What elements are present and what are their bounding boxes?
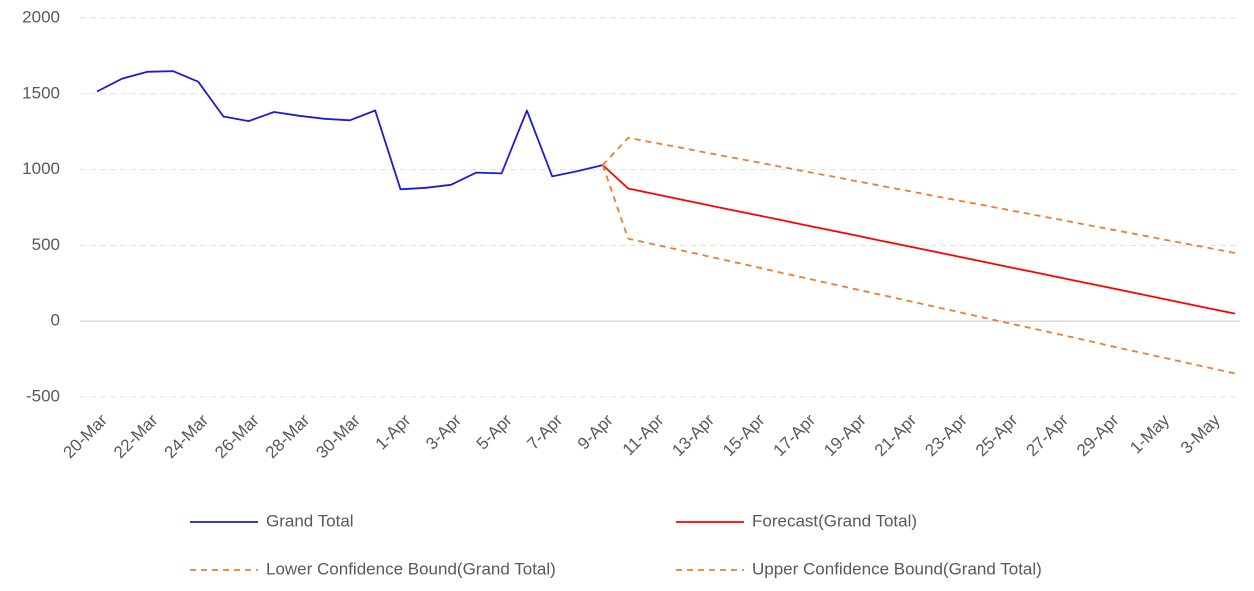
- x-tick-label: 7-Apr: [523, 410, 566, 453]
- x-tick-label: 3-May: [1177, 410, 1224, 457]
- series-line: [96, 70, 604, 191]
- x-tick-label: 3-Apr: [422, 410, 465, 453]
- y-tick-label: 1500: [22, 83, 60, 102]
- y-tick-label: -500: [26, 386, 60, 405]
- x-tick-label: 20-Mar: [59, 410, 111, 462]
- x-tick-label: 17-Apr: [770, 410, 820, 460]
- legend-label: Lower Confidence Bound(Grand Total): [266, 559, 556, 578]
- x-tick-label: 22-Mar: [110, 410, 162, 462]
- x-tick-label: 24-Mar: [161, 410, 213, 462]
- series-line: [602, 136, 1236, 254]
- x-tick-label: 30-Mar: [312, 410, 364, 462]
- x-tick-label: 25-Apr: [972, 410, 1022, 460]
- series-line: [601, 164, 1236, 375]
- x-tick-label: 1-May: [1126, 410, 1173, 457]
- legend-label: Forecast(Grand Total): [752, 511, 917, 530]
- x-tick-label: 26-Mar: [211, 410, 263, 462]
- x-tick-label: 15-Apr: [719, 410, 769, 460]
- legend-label: Upper Confidence Bound(Grand Total): [752, 559, 1042, 578]
- x-tick-label: 23-Apr: [921, 410, 971, 460]
- y-tick-label: 500: [32, 235, 60, 254]
- x-tick-label: 1-Apr: [372, 410, 415, 453]
- x-tick-label: 5-Apr: [473, 410, 516, 453]
- x-tick-label: 28-Mar: [262, 410, 314, 462]
- x-tick-label: 29-Apr: [1073, 410, 1123, 460]
- y-tick-label: 2000: [22, 7, 60, 26]
- x-tick-label: 19-Apr: [820, 410, 870, 460]
- x-tick-label: 21-Apr: [871, 410, 921, 460]
- legend-label: Grand Total: [266, 511, 354, 530]
- x-tick-label: 9-Apr: [574, 410, 617, 453]
- x-tick-label: 11-Apr: [619, 410, 668, 459]
- y-tick-label: 1000: [22, 159, 60, 178]
- y-tick-label: 0: [51, 311, 60, 330]
- x-tick-label: 27-Apr: [1022, 410, 1072, 460]
- series-line: [602, 164, 1236, 315]
- x-tick-label: 13-Apr: [668, 410, 718, 460]
